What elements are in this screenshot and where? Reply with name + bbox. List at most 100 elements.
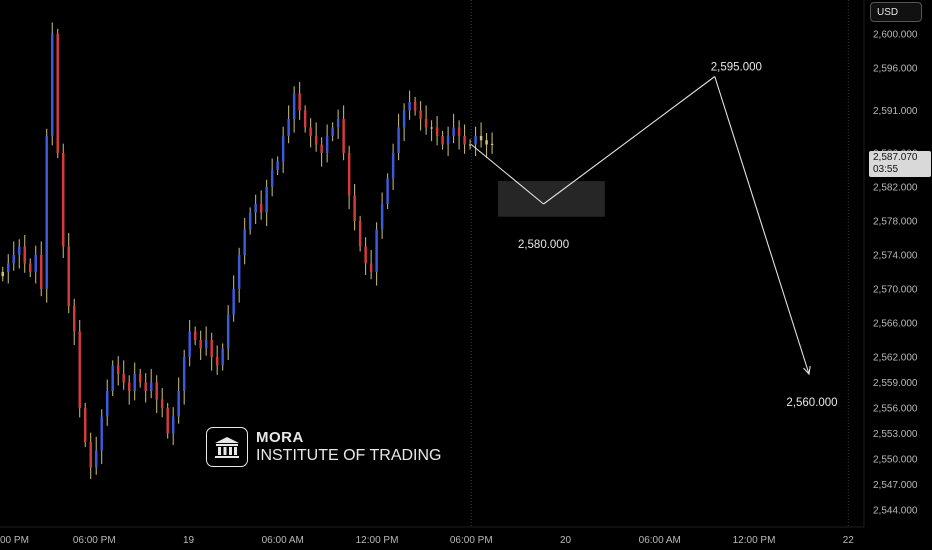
projection-arrowhead	[803, 366, 811, 376]
candle-body	[248, 212, 252, 230]
candle-body	[457, 127, 461, 136]
candle-body	[160, 399, 164, 408]
candle-body	[56, 34, 59, 153]
time-tick-label: 06:00 AM	[262, 535, 304, 546]
price-tick-label: 2,550.000	[873, 455, 918, 466]
projection-label-target: 2,560.000	[786, 397, 837, 409]
price-tick-label: 2,566.000	[873, 319, 918, 330]
candle-body	[303, 110, 307, 128]
candle-body	[105, 391, 109, 417]
candle-body	[182, 357, 186, 391]
candle-body	[78, 331, 81, 408]
candle-body	[7, 263, 10, 272]
last-price-tag: 2,587.070 03:55	[869, 151, 931, 177]
price-axis[interactable]: 2,600.0002,596.0002,591.0002,586.0002,58…	[873, 30, 918, 517]
candle-countdown: 03:55	[873, 164, 899, 175]
time-axis[interactable]: 00 PM 06:00 PM 19 06:00 AM 12:00 PM 06:00 PM 2…	[0, 535, 854, 546]
candle-body	[369, 263, 373, 272]
candle-body	[276, 161, 279, 170]
candle-body	[314, 136, 318, 145]
candle-body	[424, 119, 428, 128]
price-tick-label: 2,559.000	[873, 378, 918, 389]
candle-body	[265, 187, 268, 213]
candle-body	[452, 127, 455, 136]
candle-body	[166, 408, 169, 434]
candle-body	[1, 272, 4, 277]
candle-body	[144, 382, 147, 391]
projection-label-low: 2,580.000	[518, 239, 569, 251]
candle-body	[474, 136, 477, 145]
projection-segment-1	[543, 76, 716, 205]
candle-body	[155, 382, 158, 400]
candle-body	[397, 127, 400, 153]
candle-body	[18, 246, 21, 255]
candlestick-series	[1, 22, 494, 479]
candle-body	[226, 314, 230, 349]
candle-body	[408, 102, 411, 111]
candle-body	[325, 136, 329, 153]
candle-body	[430, 127, 433, 129]
candle-body	[177, 391, 180, 417]
price-tick-label: 2,553.000	[873, 429, 918, 440]
time-tick-label: 12:00 PM	[356, 535, 399, 546]
time-tick-label: 06:00 PM	[73, 535, 116, 546]
candle-body	[331, 127, 334, 136]
candle-body	[12, 255, 15, 264]
candle-body	[292, 93, 296, 119]
candle-body	[441, 136, 444, 145]
price-tick-label: 2,596.000	[873, 64, 918, 75]
candle-body	[413, 102, 417, 111]
candle-body	[254, 204, 257, 213]
time-tick-label: 06:00 AM	[639, 535, 681, 546]
target-zone-box	[497, 181, 605, 217]
candle-body	[287, 119, 290, 136]
price-tick-label: 2,570.000	[873, 285, 918, 296]
candle-body	[358, 221, 362, 247]
candle-body	[215, 357, 219, 366]
candle-body	[61, 153, 65, 247]
candle-body	[243, 229, 246, 255]
candle-body	[83, 408, 87, 442]
price-tick-label: 2,582.000	[873, 183, 918, 194]
candle-body	[45, 136, 48, 289]
candle-body	[435, 127, 439, 136]
candle-body	[67, 246, 70, 306]
price-tick-label: 2,562.000	[873, 353, 918, 364]
candle-body	[23, 246, 26, 264]
projection-path	[470, 76, 811, 376]
candle-body	[199, 340, 202, 349]
candle-body	[34, 255, 37, 272]
session-separators	[470, 0, 849, 527]
candle-body	[402, 110, 406, 128]
currency-badge[interactable]: USD	[870, 2, 922, 22]
candle-body	[391, 153, 395, 179]
candle-body	[364, 246, 367, 264]
candle-body	[188, 331, 191, 357]
projection-label-high: 2,595.000	[711, 62, 762, 74]
candle-body	[468, 144, 472, 146]
candle-body	[347, 153, 351, 196]
candle-body	[309, 127, 312, 136]
candle-body	[94, 450, 98, 468]
logo-subtitle: INSTITUTE OF TRADING	[256, 447, 442, 464]
candle-body	[210, 340, 213, 357]
price-tick-label: 2,600.000	[873, 30, 918, 41]
candle-body	[122, 374, 125, 383]
time-tick-label: 06:00 PM	[450, 535, 493, 546]
candle-body	[116, 365, 120, 374]
candle-body	[29, 263, 32, 272]
candle-body	[149, 382, 153, 391]
price-tick-label: 2,547.000	[873, 480, 918, 491]
price-tick-label: 2,591.000	[873, 106, 918, 117]
candle-body	[479, 136, 483, 141]
candle-body	[463, 136, 466, 145]
candle-body	[89, 442, 92, 468]
candle-body	[133, 374, 136, 391]
candle-body	[298, 93, 301, 111]
candle-body	[419, 110, 422, 119]
candle-body	[100, 416, 103, 451]
candle-body	[204, 340, 208, 349]
price-tick-label: 2,574.000	[873, 251, 918, 262]
candle-body	[171, 416, 175, 434]
